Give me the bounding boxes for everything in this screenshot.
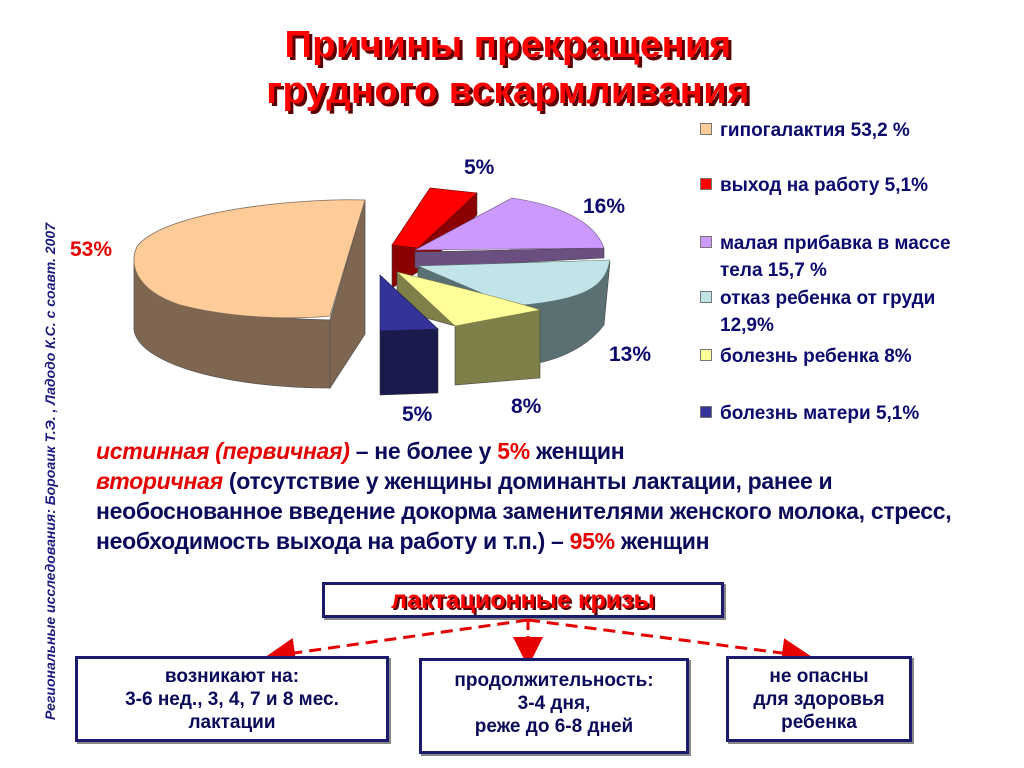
label-refusal: 13% [609, 343, 652, 366]
slice-child-illness [395, 271, 542, 386]
pie-chart [133, 187, 611, 396]
legend-swatch [700, 123, 712, 135]
legend-item: гипогалактия 53,2 % [700, 117, 910, 144]
legend-item: болезнь ребенка 8% [700, 343, 912, 370]
explanation-text: истинная (первичная) – не более у 5% жен… [96, 436, 996, 556]
legend-swatch [700, 178, 712, 190]
slice-mother-illness [379, 274, 439, 396]
secondary-paragraph: вторичная (отсутствие у женщины доминант… [96, 468, 952, 554]
legend-swatch [700, 349, 712, 361]
lactation-crisis-header: лактационные кризы [322, 582, 724, 618]
legend-item: малая прибавка в массе тела 15,7 % [700, 230, 951, 284]
crisis-duration-box: продолжительность: 3-4 дня, реже до 6-8 … [419, 658, 689, 754]
page-title: Причины прекращения грудного вскармливан… [0, 22, 1024, 114]
legend-item: отказ ребенка от груди 12,9% [700, 285, 935, 339]
slice-hypogalactia [133, 199, 366, 390]
legend-swatch [700, 291, 712, 303]
slice-weight [414, 197, 605, 269]
label-mother-illness: 5% [402, 403, 433, 426]
legend-swatch [700, 406, 712, 418]
legend-item: болезнь матери 5,1% [700, 400, 919, 427]
title-line-1: Причины прекращения [284, 24, 732, 66]
title-line-2: грудного вскармливания [266, 70, 750, 112]
legend-item: выход на работу 5,1% [700, 172, 928, 199]
label-hypogalactia: 53% [70, 238, 113, 261]
crisis-safety-box: не опасны для здоровья ребенка [726, 656, 912, 742]
label-child-illness: 8% [511, 395, 542, 418]
crisis-onset-box: возникают на: 3-6 нед., 3, 4, 7 и 8 мес.… [75, 656, 389, 742]
legend-swatch [700, 236, 712, 248]
label-work: 5% [464, 156, 495, 179]
primary-line: истинная (первичная) – не более у 5% жен… [96, 438, 625, 464]
label-weight: 16% [583, 195, 626, 218]
